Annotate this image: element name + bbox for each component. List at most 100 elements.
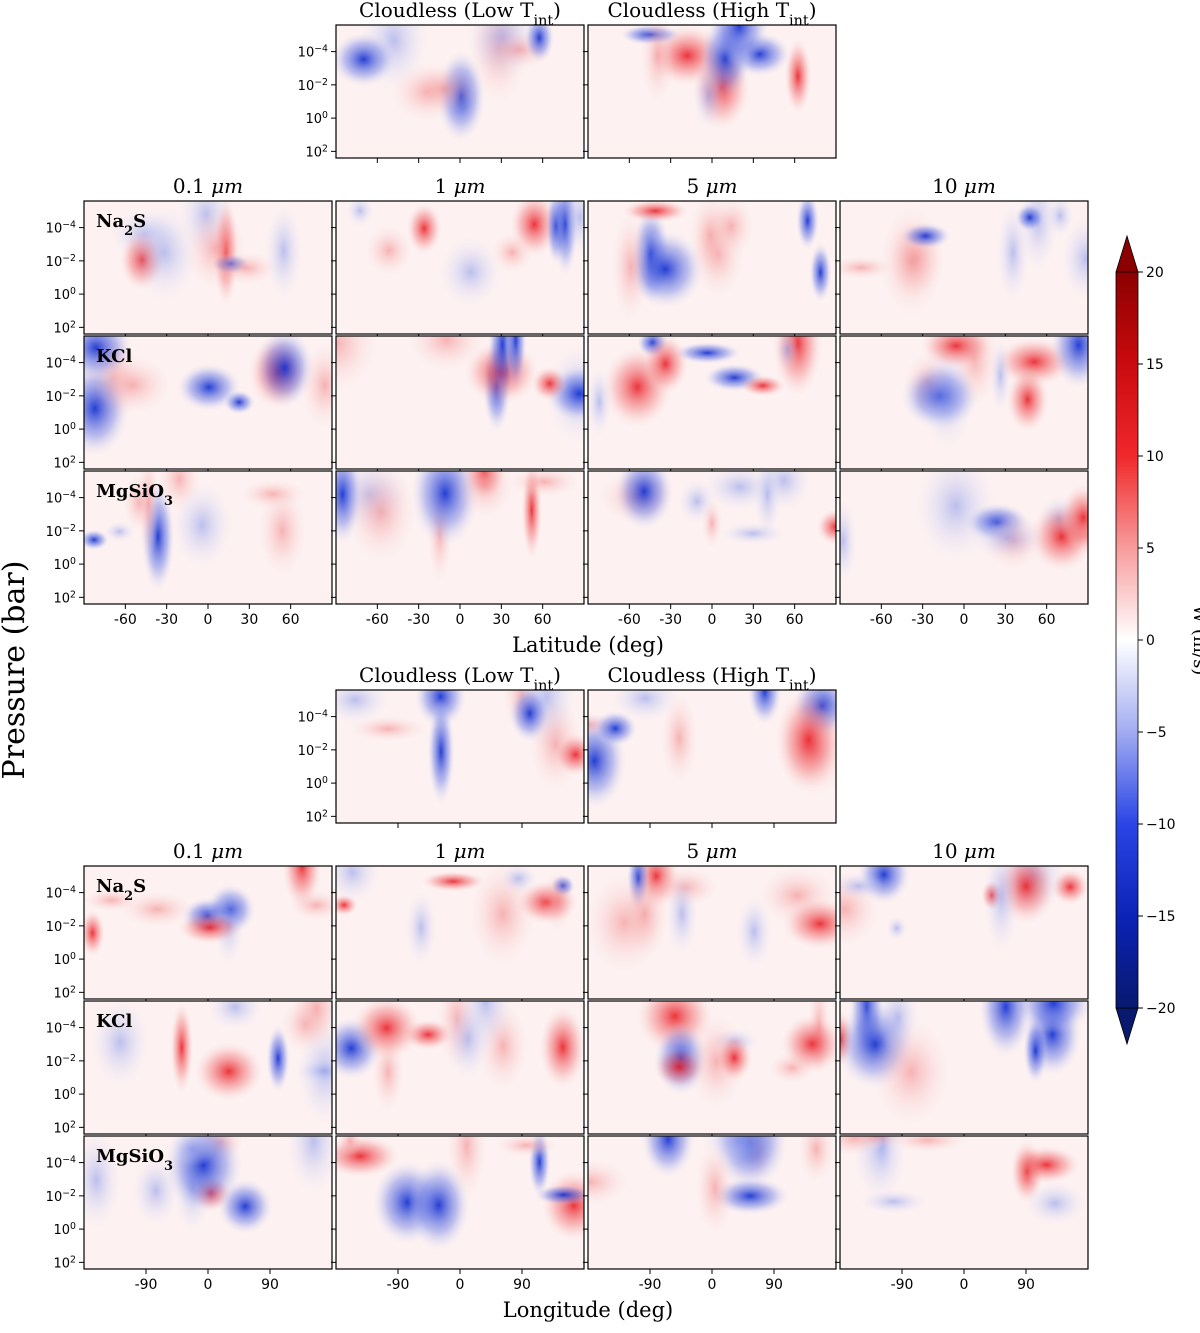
x-tick-label: 30 [492,612,510,628]
y-tick-labels: 10−4 10−2 100 102 [46,1019,76,1136]
velocity-cell [798,1136,835,1183]
velocity-cell [970,515,1045,560]
velocity-cell [84,1136,121,1228]
velocity-cell [194,1042,263,1101]
y-tick-label: 10−4 [298,43,328,61]
colorbar-max-extend [1115,234,1139,273]
x-tick-label: 0 [708,1277,717,1293]
heatmap-panel [583,1000,837,1139]
velocity-cell [346,201,374,227]
velocity-cell [873,1020,950,1124]
velocity-cell [336,32,396,87]
velocity-cell [1006,367,1049,432]
y-tick-label: 10−2 [46,387,76,405]
velocity-cell [286,1136,332,1194]
velocity-cell [300,343,332,428]
y-tick-labels: 10−4 10−2 100 102 [46,1154,76,1271]
velocity-field [84,336,332,456]
velocity-field [588,690,836,808]
colorbar-tick-label: 5 [1146,541,1155,557]
colorbar-tick-label: −20 [1146,1001,1176,1017]
y-tick-label: 102 [306,143,329,161]
colorbar-tick-label: 0 [1146,633,1155,649]
velocity-cell [708,201,754,257]
heatmap-panel [79,865,333,1004]
velocity-cell [660,694,698,783]
velocity-cell [295,1057,332,1085]
velocity-cell [169,1136,216,1167]
heatmap-panel [583,200,837,339]
velocity-field [901,336,1088,449]
y-tick-labels: 10−4 10−2 100 102 [46,884,76,1001]
velocity-cell [421,871,485,892]
velocity-field [620,25,812,130]
colorbar-scale [1115,271,1139,1009]
heatmap-panel [583,689,837,828]
velocity-cell [879,206,944,316]
velocity-field [84,471,306,592]
velocity-cell [258,486,306,576]
velocity-cell [347,471,415,562]
heatmap-panel [583,24,837,163]
velocity-cell [408,336,484,371]
velocity-cell [439,237,502,307]
y-tick-label: 10−2 [298,76,328,94]
velocity-cell [509,471,579,497]
velocity-cell [216,252,277,285]
colorbar-label: W (m/s) [1189,605,1200,676]
velocity-field [840,1001,1088,1124]
velocity-cell [266,1025,290,1092]
velocity-cell [840,500,857,582]
velocity-cell [666,872,698,955]
colorbar-tick-label: 15 [1146,357,1164,373]
velocity-cell [524,25,554,63]
y-tick-label: 100 [306,110,329,128]
heatmap-panel [835,1000,1089,1139]
x-tick-label: 90 [513,1277,531,1293]
velocity-cell [621,869,669,959]
velocity-field [336,866,578,966]
velocity-cell [782,898,836,949]
y-tick-labels: 10−4 10−2 100 102 [298,708,328,825]
y-tick-label: 102 [306,808,329,826]
velocity-cell [427,698,455,805]
velocity-cell [1023,1018,1048,1083]
heatmap-panel [79,1000,333,1139]
x-tick-label: 30 [996,612,1014,628]
x-tick-label: 90 [1017,1277,1035,1293]
y-tick-label: 100 [54,421,77,439]
velocity-field [588,866,836,972]
velocity-cell [840,872,884,900]
velocity-cell [588,1159,629,1205]
velocity-cell [784,38,812,114]
y-tick-label: 100 [306,775,329,793]
velocity-field [91,1001,332,1124]
velocity-cell [84,910,105,956]
cloudless-title: Cloudless (Low Tint) [359,663,561,694]
x-tick-label: 90 [261,1277,279,1293]
x-tick-label: -30 [911,612,934,628]
velocity-field [636,1001,836,1109]
velocity-cell [920,336,992,369]
heatmap-panel [331,865,585,1004]
figure-panels: Cloudless (Low Tint) Cloudless (High Tint… [46,0,1089,1322]
velocity-cell [900,223,951,249]
colorbar-tick-label: −15 [1146,909,1176,925]
y-tick-label: 100 [54,556,77,574]
velocity-cell [129,205,199,300]
velocity-cell [611,690,679,722]
velocity-cell [282,866,322,909]
velocity-cell [736,895,772,968]
colorbar-tick-label: 20 [1146,265,1164,281]
velocity-cell [352,1001,422,1060]
heatmap-panel [583,335,837,474]
velocity-field [84,1136,332,1234]
velocity-cell [753,471,781,537]
y-tick-label: 10−4 [46,1019,76,1037]
column-title: 0.1 μm [173,174,243,198]
velocity-cell [562,201,584,255]
velocity-cell [178,911,242,944]
velocity-field [346,201,584,307]
velocity-cell [641,25,675,103]
velocity-cell [350,716,426,742]
